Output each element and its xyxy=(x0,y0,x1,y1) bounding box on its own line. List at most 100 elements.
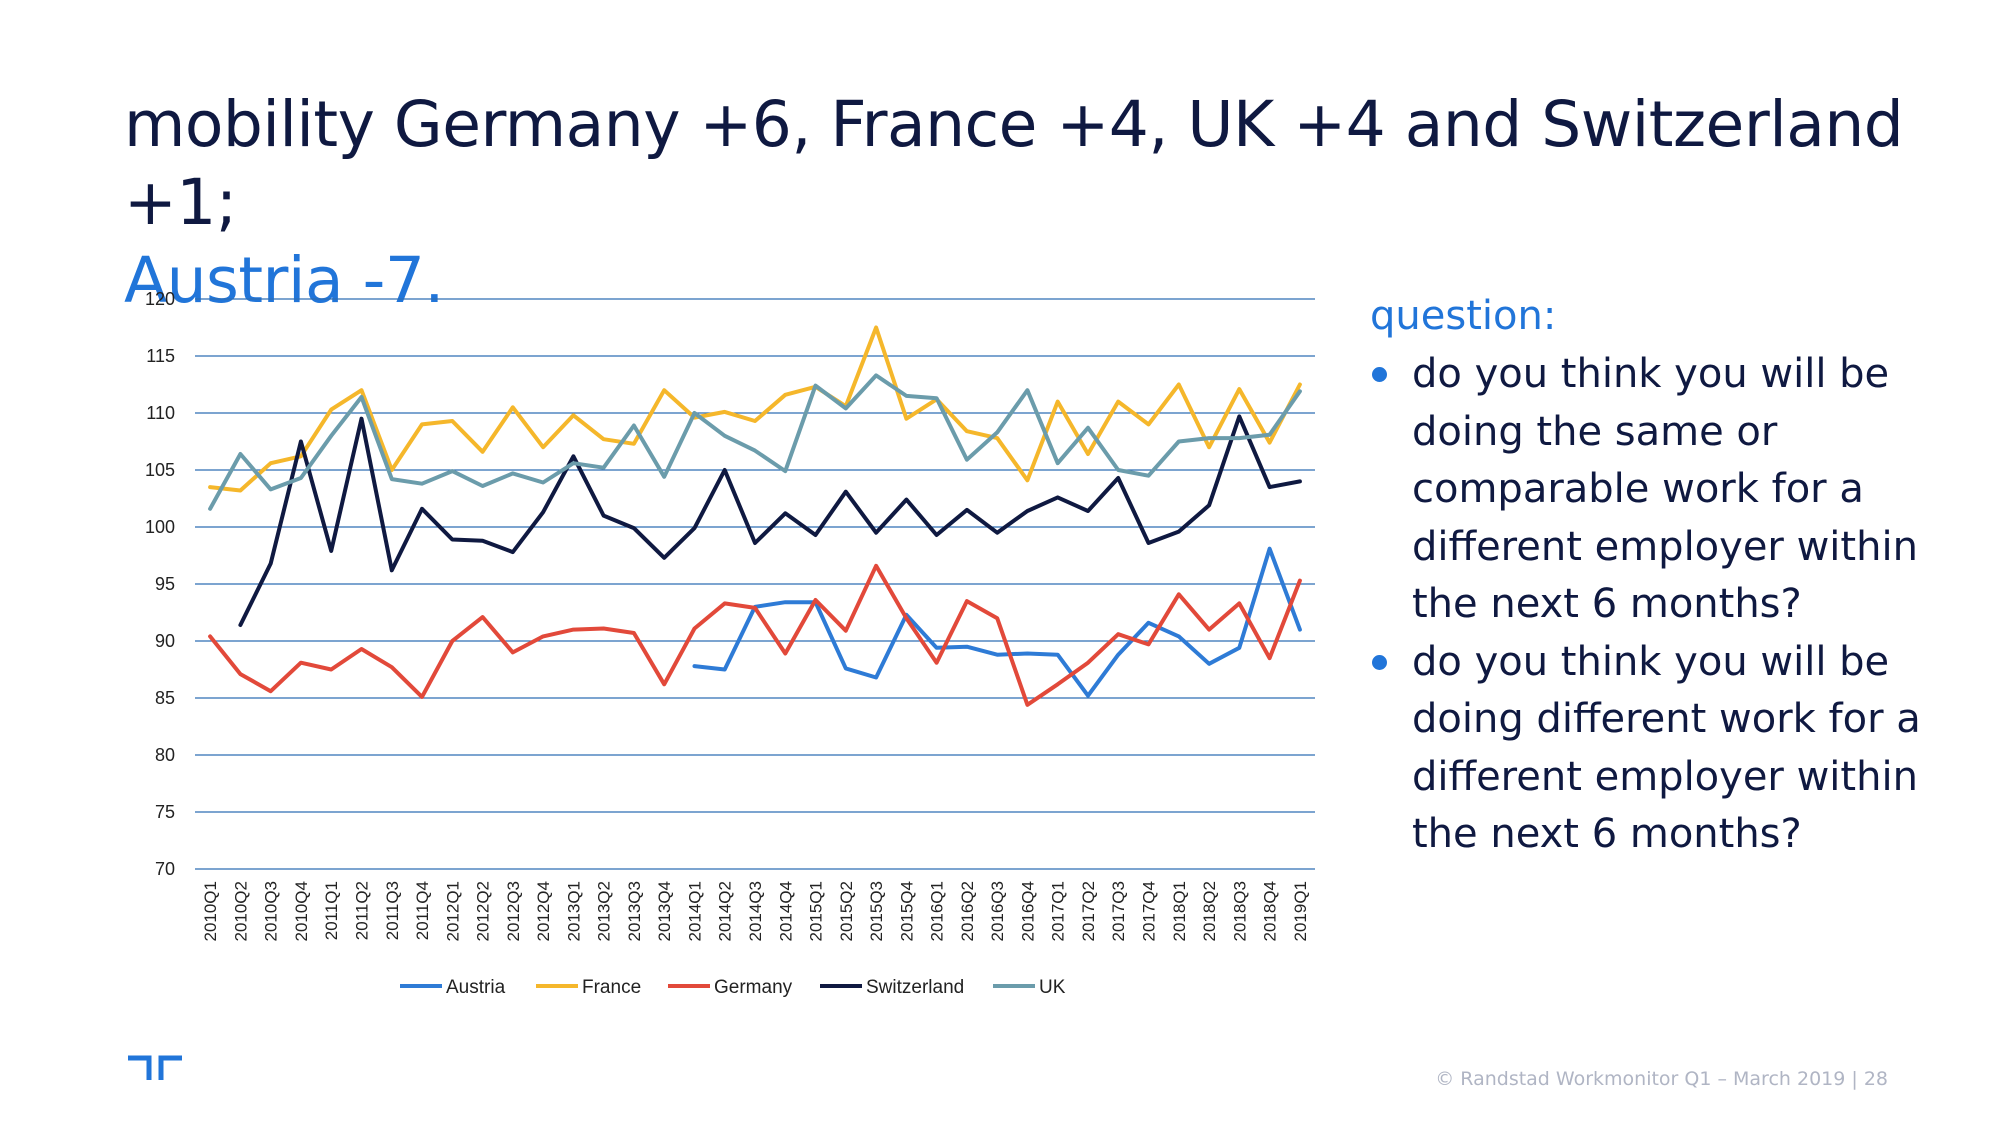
data-point-uk xyxy=(1207,436,1211,440)
data-point-switzerland xyxy=(269,561,273,566)
x-tick-label: 2014Q2 xyxy=(716,881,735,942)
x-tick-label: 2015Q3 xyxy=(867,881,886,942)
data-point-switzerland xyxy=(238,623,243,627)
x-tick-label: 2017Q3 xyxy=(1109,881,1128,942)
x-tick-label: 2013Q1 xyxy=(564,881,583,942)
data-point-germany xyxy=(753,606,757,610)
y-tick-label: 75 xyxy=(155,802,175,822)
data-point-uk xyxy=(662,475,666,479)
x-tick-label: 2011Q3 xyxy=(383,881,402,940)
data-point-uk xyxy=(390,477,394,481)
data-point-france xyxy=(662,388,666,392)
data-point-germany xyxy=(208,634,212,639)
data-point-uk xyxy=(995,430,999,434)
data-point-france xyxy=(1177,382,1181,387)
data-point-austria xyxy=(1207,662,1211,666)
data-point-switzerland xyxy=(844,490,848,494)
x-tick-label: 2013Q3 xyxy=(625,881,644,942)
data-point-uk xyxy=(329,434,333,438)
data-point-uk xyxy=(1025,388,1030,392)
x-tick-label: 2018Q2 xyxy=(1200,881,1219,942)
data-point-switzerland xyxy=(541,510,545,514)
data-point-germany xyxy=(571,628,575,632)
legend-label: Germany xyxy=(714,977,793,998)
series-uk xyxy=(208,373,1302,511)
data-point-germany xyxy=(1298,578,1302,583)
x-tick-label: 2011Q4 xyxy=(413,881,432,940)
data-point-france xyxy=(208,485,212,489)
y-tick-label: 95 xyxy=(155,574,175,594)
data-point-germany xyxy=(813,598,818,602)
data-point-switzerland xyxy=(753,541,757,545)
data-point-uk xyxy=(1056,461,1060,465)
title-line-2: Austria -7. xyxy=(124,244,444,317)
legend-label: UK xyxy=(1039,977,1066,998)
data-point-uk xyxy=(480,484,485,488)
data-point-switzerland xyxy=(450,537,454,542)
data-point-uk xyxy=(632,423,636,428)
data-point-switzerland xyxy=(1207,503,1211,507)
x-tick-label: 2017Q2 xyxy=(1079,881,1098,942)
data-point-germany xyxy=(1146,642,1151,647)
data-point-uk xyxy=(753,449,757,453)
data-point-uk xyxy=(1116,468,1120,472)
data-point-germany xyxy=(723,601,727,605)
data-point-france xyxy=(1086,452,1090,456)
bullet-dot-icon xyxy=(1372,367,1387,382)
x-tick-label: 2015Q4 xyxy=(897,881,916,942)
data-point-uk xyxy=(450,469,454,473)
bullet-dot-icon xyxy=(1372,654,1387,670)
data-point-germany xyxy=(269,689,273,693)
x-tick-label: 2013Q4 xyxy=(655,881,674,942)
data-point-switzerland xyxy=(1267,485,1272,489)
y-tick-label: 120 xyxy=(145,289,175,309)
data-point-germany xyxy=(662,682,666,686)
data-point-germany xyxy=(420,695,424,699)
legend-label: Switzerland xyxy=(866,977,964,998)
y-tick-label: 80 xyxy=(155,745,175,765)
data-point-uk xyxy=(541,480,545,485)
question-heading: question: xyxy=(1370,293,1557,339)
data-point-france xyxy=(269,461,273,465)
data-point-germany xyxy=(602,626,606,631)
x-tick-label: 2018Q4 xyxy=(1261,881,1280,942)
data-point-germany xyxy=(632,631,636,635)
data-point-germany xyxy=(238,672,243,676)
y-tick-label: 115 xyxy=(146,346,175,366)
data-point-germany xyxy=(1025,703,1030,707)
data-point-austria xyxy=(723,667,727,672)
y-tick-label: 100 xyxy=(145,517,175,537)
data-point-germany xyxy=(1086,661,1090,665)
data-point-switzerland xyxy=(1086,509,1090,513)
data-point-germany xyxy=(692,626,697,631)
data-point-uk xyxy=(1267,433,1272,437)
data-point-germany xyxy=(390,665,394,669)
data-point-uk xyxy=(935,396,939,400)
data-point-germany xyxy=(299,661,303,665)
data-point-france xyxy=(511,405,515,409)
question-panel: question: do you think you will be doing… xyxy=(1370,288,1990,864)
data-point-switzerland xyxy=(783,511,787,515)
data-point-germany xyxy=(511,650,515,654)
data-point-uk xyxy=(208,507,212,511)
x-tick-label: 2011Q1 xyxy=(322,881,341,940)
data-point-germany xyxy=(783,651,787,656)
data-point-france xyxy=(238,488,243,493)
data-point-germany xyxy=(904,616,908,620)
data-point-germany xyxy=(844,629,848,633)
data-point-germany xyxy=(874,564,878,568)
data-point-uk xyxy=(269,487,273,491)
legend-label: France xyxy=(582,977,641,998)
x-tick-label: 2015Q1 xyxy=(807,881,826,942)
data-point-switzerland xyxy=(662,556,666,560)
data-point-france xyxy=(632,442,636,446)
data-point-germany xyxy=(450,639,454,643)
data-point-france xyxy=(723,410,727,414)
data-point-germany xyxy=(480,615,485,619)
question-text-1: do you think you will be doing the same … xyxy=(1412,351,1918,627)
data-point-france xyxy=(602,437,606,441)
data-point-uk xyxy=(844,406,848,411)
data-point-uk xyxy=(511,471,515,476)
data-point-austria xyxy=(965,645,969,649)
data-point-france xyxy=(329,407,333,412)
